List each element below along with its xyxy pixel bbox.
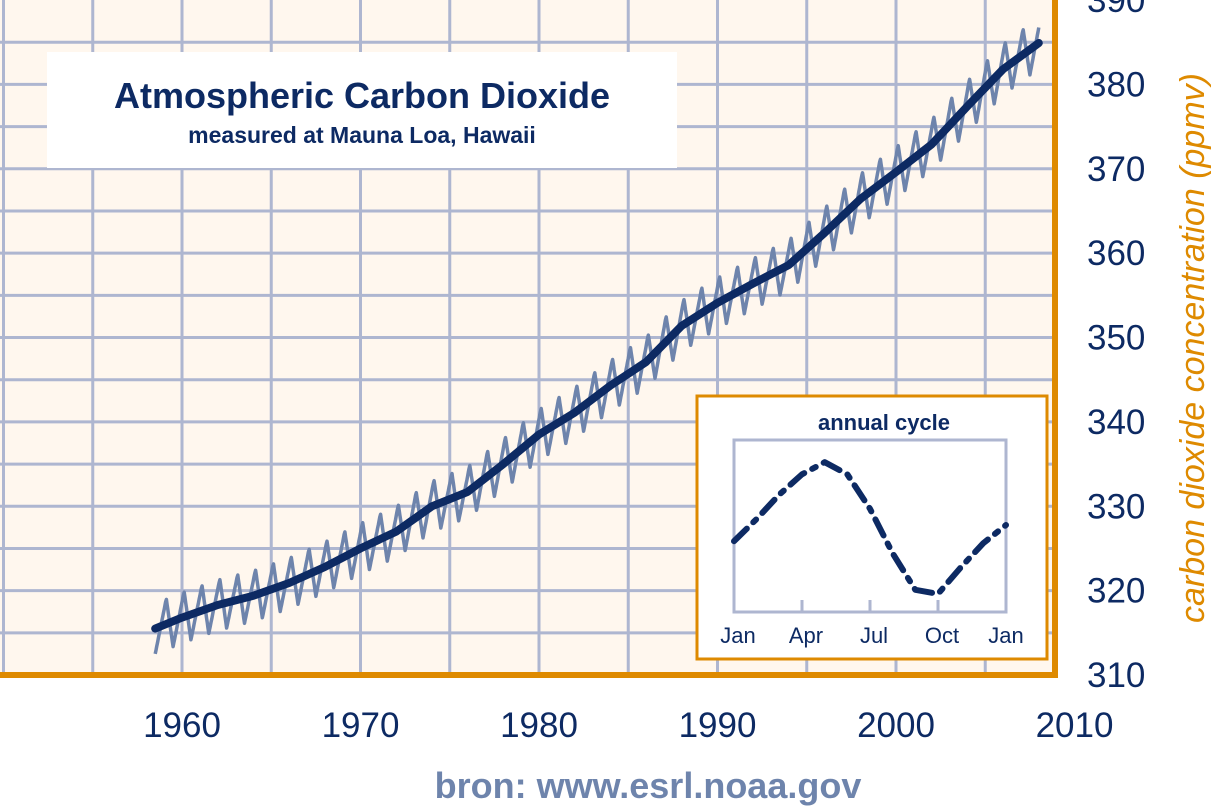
x-axis-ticks: 1960 1970 1980 1990 2000 2010 — [143, 706, 1113, 745]
x-tick-label: 2000 — [857, 706, 935, 745]
y-tick-label: 340 — [1087, 403, 1145, 442]
inset-x-label: Jan — [720, 623, 755, 648]
trend-line — [151, 39, 1043, 633]
x-tick-label: 1990 — [679, 706, 757, 745]
y-tick-label: 370 — [1087, 150, 1145, 189]
y-axis-label: carbon dioxide concentration (ppmv) — [1174, 73, 1212, 623]
inset-cycle-line — [731, 459, 1009, 597]
y-tick-label: 380 — [1087, 65, 1145, 104]
x-tick-label: 1970 — [322, 706, 400, 745]
chart-title: Atmospheric Carbon Dioxide — [114, 75, 610, 116]
y-tick-label: 360 — [1087, 234, 1145, 273]
inset-line — [731, 459, 1009, 597]
inset-x-label: Jul — [860, 623, 888, 648]
inset-ticks: Jan Apr Jul Oct Jan — [720, 600, 1024, 648]
x-tick-label: 1980 — [500, 706, 578, 745]
y-tick-label: 390 — [1087, 0, 1145, 20]
x-tick-label: 2010 — [1036, 706, 1114, 745]
x-tick-label: 1960 — [143, 706, 221, 745]
chart-subtitle: measured at Mauna Loa, Hawaii — [188, 122, 536, 148]
inset-x-label: Jan — [988, 623, 1023, 648]
y-axis-ticks: 310 320 330 340 350 360 370 380 390 — [1087, 0, 1145, 695]
source-text: bron: www.esrl.noaa.gov — [435, 765, 862, 806]
axes — [0, 0, 1058, 678]
y-tick-label: 350 — [1087, 319, 1145, 358]
inset-x-label: Oct — [925, 623, 959, 648]
inset-plot-area — [732, 438, 1008, 614]
inset-title: annual cycle — [818, 410, 950, 435]
annual-cycle-inset: annual cycle Jan Apr Jul Oct Jan — [695, 394, 1049, 661]
title-box: Atmospheric Carbon Dioxide measured at M… — [47, 52, 677, 168]
y-tick-label: 310 — [1087, 656, 1145, 695]
inset-x-label: Apr — [789, 623, 823, 648]
y-tick-label: 320 — [1087, 572, 1145, 611]
title-box-background — [47, 52, 677, 168]
trend-series — [151, 39, 1043, 633]
y-tick-label: 330 — [1087, 487, 1145, 526]
